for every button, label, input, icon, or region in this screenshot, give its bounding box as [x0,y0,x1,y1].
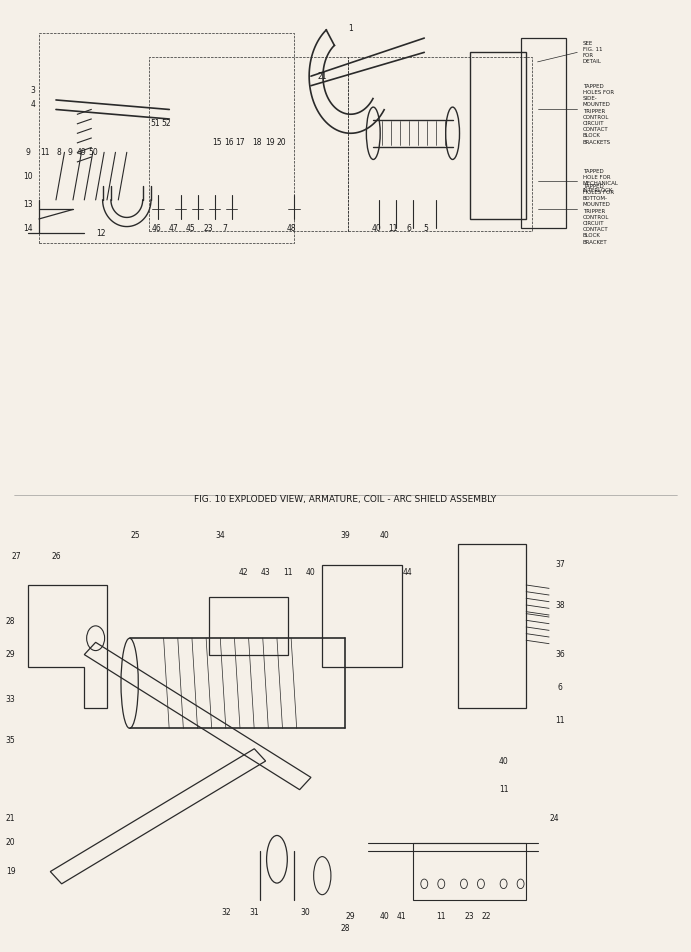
Text: 11: 11 [283,568,293,577]
Text: 11: 11 [40,148,49,157]
Text: 6: 6 [406,224,411,233]
Text: 8: 8 [57,148,61,157]
Text: 25: 25 [131,531,140,541]
Text: 48: 48 [286,224,296,233]
Text: 34: 34 [216,531,225,541]
Text: 4: 4 [31,100,36,109]
Text: 47: 47 [169,224,179,233]
Text: 20: 20 [276,138,286,148]
Text: 40: 40 [380,531,390,541]
Text: 35: 35 [6,736,15,745]
Text: 37: 37 [556,560,565,569]
Text: 21: 21 [6,814,15,823]
Text: 41: 41 [397,912,406,922]
Text: 11: 11 [499,785,509,794]
Text: 9: 9 [68,148,73,157]
Text: 31: 31 [249,908,259,917]
Text: SEE
FIG. 11
FOR
DETAIL: SEE FIG. 11 FOR DETAIL [583,41,603,64]
Text: 17: 17 [236,138,245,148]
Text: 18: 18 [252,138,262,148]
Text: 40: 40 [306,568,316,577]
Text: 27: 27 [12,552,21,561]
Text: 28: 28 [340,924,350,933]
Text: TAPPED
HOLE FOR
MECHANICAL
INTERLOCK: TAPPED HOLE FOR MECHANICAL INTERLOCK [583,169,619,192]
Text: FIG. 10 EXPLODED VIEW, ARMATURE, COIL - ARC SHIELD ASSEMBLY: FIG. 10 EXPLODED VIEW, ARMATURE, COIL - … [194,495,497,505]
Text: 1: 1 [348,24,353,33]
Text: 51: 51 [151,119,160,129]
Text: 6: 6 [558,683,562,692]
Text: 29: 29 [346,912,355,922]
Text: 22: 22 [482,912,491,922]
Text: 20: 20 [6,839,15,847]
Text: 30: 30 [301,908,310,917]
Text: 36: 36 [556,650,565,659]
Text: 38: 38 [556,601,565,610]
Text: 24: 24 [550,814,560,823]
Text: 11: 11 [437,912,446,922]
Text: 23: 23 [203,224,213,233]
Text: 19: 19 [6,867,15,876]
Text: 40: 40 [371,224,381,233]
Text: 11: 11 [556,716,565,724]
Text: 45: 45 [186,224,196,233]
Text: 13: 13 [23,200,32,209]
Text: 11: 11 [388,224,398,233]
Text: 23: 23 [465,912,475,922]
Text: 44: 44 [402,568,412,577]
Text: 9: 9 [25,148,30,157]
Text: 29: 29 [6,650,15,659]
Text: 43: 43 [261,568,270,577]
Text: 19: 19 [265,138,275,148]
Text: 15: 15 [213,138,223,148]
Text: 3: 3 [31,86,36,95]
Text: 49: 49 [77,148,86,157]
Text: 40: 40 [499,757,509,765]
Text: 5: 5 [424,224,428,233]
Text: 16: 16 [224,138,234,148]
Text: 14: 14 [23,224,32,233]
Text: TAPPED
HOLES FOR
BOTTOM-
MOUNTED
TRIPPER
CONTROL
CIRCUIT
CONTACT
BLOCK
BRACKET: TAPPED HOLES FOR BOTTOM- MOUNTED TRIPPER… [583,184,614,245]
Text: 39: 39 [340,531,350,541]
Text: 33: 33 [6,695,15,704]
Text: 28: 28 [6,617,15,626]
Text: 26: 26 [51,552,61,561]
Text: 32: 32 [221,908,231,917]
Text: 42: 42 [238,568,248,577]
Text: 21: 21 [318,71,327,81]
Text: 7: 7 [223,224,227,233]
Text: 52: 52 [162,119,171,129]
Text: 50: 50 [88,148,97,157]
Text: TAPPED
HOLES FOR
SIDE-
MOUNTED
TRIPPER
CONTROL
CIRCUIT
CONTACT
BLOCK
BRACKETS: TAPPED HOLES FOR SIDE- MOUNTED TRIPPER C… [583,84,614,145]
Text: 10: 10 [23,171,32,181]
Text: 40: 40 [380,912,390,922]
Text: 46: 46 [152,224,162,233]
Text: 12: 12 [97,228,106,238]
